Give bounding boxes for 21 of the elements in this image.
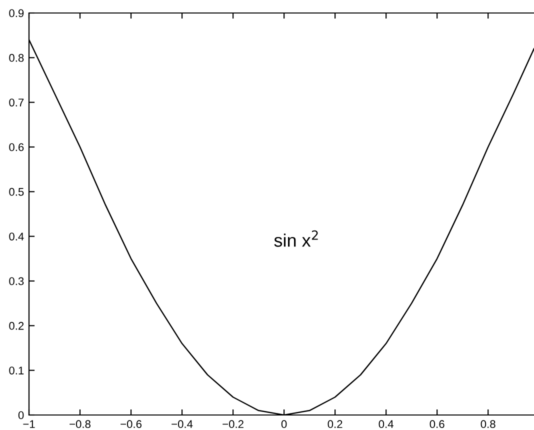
x-tick-label: 0	[281, 420, 287, 428]
y-tick-label: 0.5	[9, 188, 24, 196]
y-tick-label: 0	[18, 411, 24, 420]
x-tick-label: 0.4	[378, 420, 394, 428]
y-tick-label: 0.2	[9, 322, 24, 330]
x-tick-label: −0.8	[70, 420, 90, 428]
y-tick-label: 0.7	[9, 98, 24, 106]
x-tick-label: 0.6	[430, 420, 444, 428]
y-tick-label: 0.6	[9, 143, 24, 152]
y-tick-label: 0.4	[9, 232, 24, 240]
y-tick-label: 0.3	[9, 277, 24, 286]
x-tick-label: 0.8	[480, 420, 496, 428]
y-tick-label: 0.1	[9, 366, 24, 374]
x-tick-label: −1	[23, 420, 35, 428]
y-tick-label: 0.9	[9, 9, 24, 18]
x-tick-label: −0.6	[120, 420, 142, 428]
x-tick-label: −0.2	[222, 420, 244, 428]
annotation: sin x$^{2}$	[274, 230, 318, 247]
x-tick-label: 0.2	[328, 420, 342, 428]
y-tick-label: 0.8	[9, 54, 24, 62]
x-tick-label: −0.4	[172, 420, 193, 428]
